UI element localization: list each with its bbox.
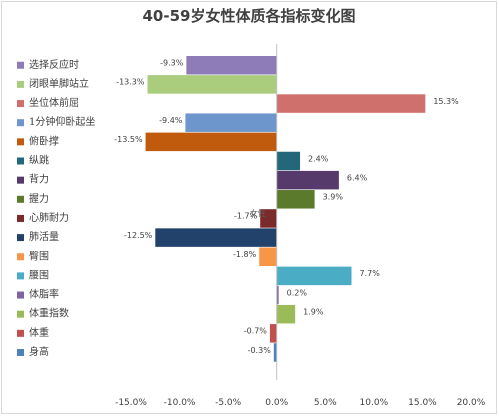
bar — [276, 94, 426, 113]
bar — [273, 343, 277, 362]
x-tick-label: 20.0% — [457, 398, 486, 408]
x-tick-label: -15.0% — [115, 398, 147, 408]
data-label: -1.8% — [233, 250, 257, 259]
legend-label: 1分钟仰卧起坐 — [29, 115, 95, 128]
legend-swatch — [17, 80, 24, 88]
legend-label: 体重指数 — [29, 307, 69, 320]
legend-swatch — [17, 272, 24, 280]
bar — [260, 209, 277, 228]
legend-swatch — [17, 349, 24, 356]
legend-label: 背力 — [29, 173, 49, 186]
legend-swatch — [17, 329, 24, 337]
data-label: 0.2% — [287, 288, 308, 297]
chart-annotation: 女性 — [250, 208, 266, 218]
legend-label: 选择反应时 — [29, 58, 79, 71]
bar-group: -9.3% -13.3% 15.3% -9.4% -13.5% 2.4% 6.4% 3.9% -… — [114, 56, 459, 362]
legend-label: 腰围 — [29, 269, 49, 281]
legend-swatch — [17, 61, 24, 69]
data-label: -0.7% — [244, 327, 268, 336]
data-label: 1.9% — [303, 307, 324, 316]
x-tick-label: 5.0% — [314, 398, 337, 408]
legend-swatch — [17, 195, 24, 203]
legend-label: 握力 — [29, 192, 49, 205]
legend-swatch — [17, 214, 24, 222]
legend-label: 坐位体前屈 — [29, 96, 79, 109]
legend-swatch — [17, 157, 24, 165]
bar — [269, 324, 277, 343]
bar — [276, 170, 339, 190]
legend-swatch — [17, 176, 24, 184]
bar — [276, 285, 279, 305]
x-tick-label: 0.0% — [265, 398, 288, 408]
x-axis: -15.0% -10.0% -5.0% 0.0% 5.0% 10.0% 15.0% 20.0% — [115, 44, 486, 408]
chart-title: 40-59岁女性体质各指标变化图 — [143, 7, 356, 25]
legend-label: 体重 — [29, 326, 49, 339]
x-tick-label: 15.0% — [408, 398, 437, 408]
legend-swatch — [17, 291, 24, 299]
data-label: -9.4% — [159, 116, 183, 125]
bar — [186, 56, 277, 75]
data-label: 6.4% — [347, 173, 368, 182]
legend-swatch — [17, 119, 24, 127]
legend-label: 体脂率 — [29, 288, 59, 301]
bar — [276, 190, 315, 209]
bar — [276, 151, 301, 171]
legend-swatch — [17, 234, 24, 242]
bar — [185, 113, 277, 132]
data-label: 7.7% — [360, 269, 381, 278]
x-tick-label: 10.0% — [360, 398, 389, 408]
legend-swatch — [17, 100, 24, 108]
bar — [145, 132, 277, 152]
legend-label: 肺活量 — [29, 231, 59, 243]
data-label: -0.3% — [248, 346, 272, 355]
bar — [276, 304, 296, 324]
legend-swatch — [17, 253, 24, 261]
data-label: 2.4% — [308, 154, 329, 163]
bar — [259, 247, 277, 266]
legend-label: 身高 — [29, 345, 49, 358]
data-label: 15.3% — [433, 97, 459, 106]
data-label: -1.7% — [234, 212, 258, 221]
legend-label: 纵跳 — [29, 154, 49, 167]
data-label: -12.5% — [124, 231, 153, 240]
bar — [276, 266, 352, 286]
data-label: 3.9% — [323, 193, 344, 202]
x-tick-label: -10.0% — [164, 398, 196, 408]
bar — [155, 228, 277, 247]
data-label: -13.5% — [114, 135, 143, 144]
legend-swatch — [17, 310, 24, 318]
legend-label: 俯卧撑 — [29, 134, 59, 147]
legend-swatch — [17, 138, 24, 146]
data-label: -9.3% — [160, 59, 184, 68]
bar — [147, 75, 277, 94]
x-tick-label: -5.0% — [215, 398, 242, 408]
legend-label: 臀围 — [29, 250, 49, 262]
legend-label: 心肺耐力 — [29, 211, 69, 224]
legend-label: 闭眼单脚站立 — [29, 77, 89, 90]
data-label: -13.3% — [116, 78, 145, 87]
